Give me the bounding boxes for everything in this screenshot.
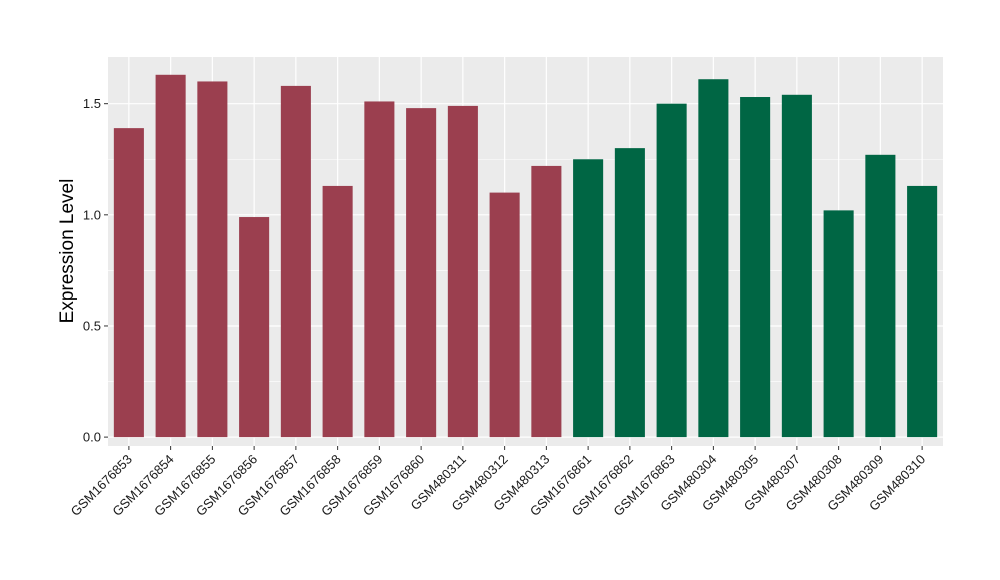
bar-gsm1676856 bbox=[239, 217, 270, 438]
x-axis: GSM1676853GSM1676854GSM1676855GSM1676856… bbox=[68, 446, 928, 519]
bar-gsm480312 bbox=[489, 192, 520, 438]
bar-gsm1676861 bbox=[573, 159, 604, 438]
bar-gsm1676854 bbox=[155, 74, 186, 438]
bar-gsm1676853 bbox=[113, 128, 144, 438]
y-tick-label: 1.0 bbox=[83, 207, 101, 222]
bar-gsm480307 bbox=[781, 94, 812, 438]
bar-gsm1676859 bbox=[364, 101, 395, 438]
y-tick-label: 1.5 bbox=[83, 96, 101, 111]
y-tick-label: 0.0 bbox=[83, 430, 101, 445]
bar-gsm1676857 bbox=[280, 85, 311, 438]
bar-gsm480311 bbox=[447, 105, 478, 438]
bar-gsm1676860 bbox=[406, 108, 437, 438]
bar-gsm480308 bbox=[823, 210, 854, 438]
bar-gsm480309 bbox=[865, 154, 896, 438]
bar-gsm1676863 bbox=[656, 103, 687, 438]
bar-gsm1676858 bbox=[322, 185, 353, 438]
bar-gsm480310 bbox=[907, 185, 938, 438]
bar-gsm480313 bbox=[531, 165, 562, 438]
plot-panel bbox=[108, 57, 943, 446]
bar-gsm1676855 bbox=[197, 81, 228, 438]
bars-group bbox=[113, 74, 938, 438]
y-axis: 0.0 0.5 1.0 1.5 bbox=[83, 96, 108, 445]
y-axis-title: Expression Level bbox=[57, 179, 78, 324]
bar-gsm480304 bbox=[698, 79, 729, 438]
bar-gsm480305 bbox=[740, 97, 771, 438]
bar-gsm1676862 bbox=[614, 148, 645, 438]
y-tick-label: 0.5 bbox=[83, 318, 101, 333]
